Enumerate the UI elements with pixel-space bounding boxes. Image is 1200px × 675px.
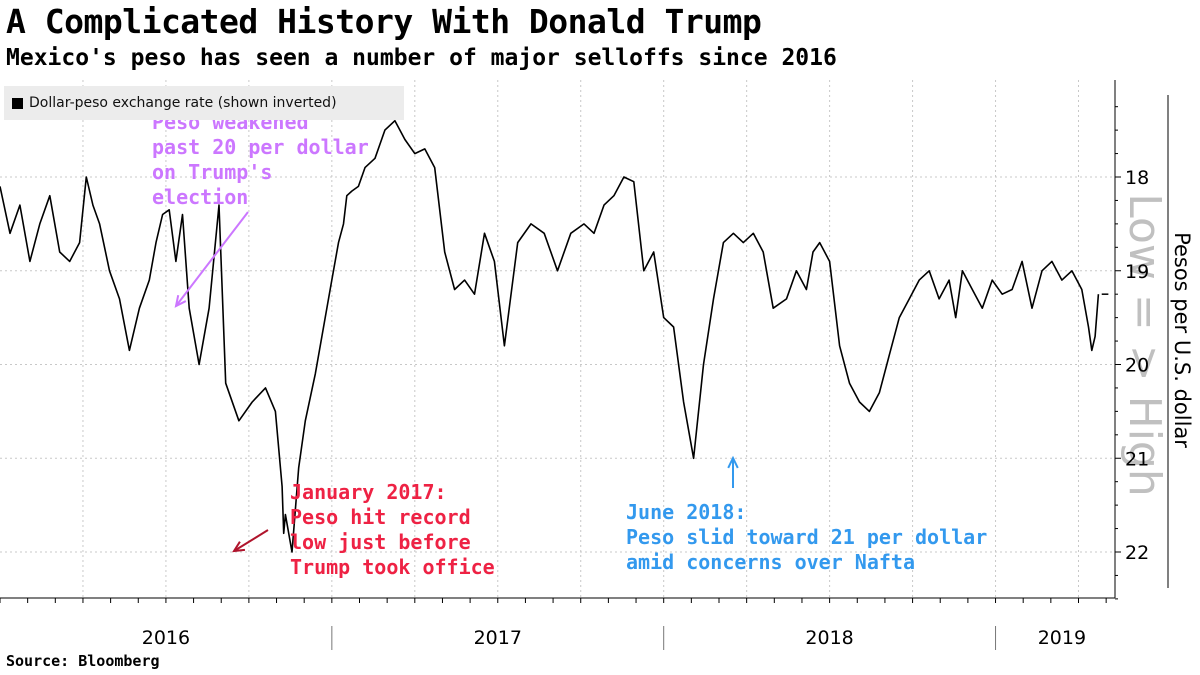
annotation-jan2017-line: low just before [290,530,471,554]
chart-subtitle: Mexico's peso has seen a number of major… [6,45,837,71]
x-year-label: 2016 [142,627,190,649]
annotation-nov2016-line: past 20 per dollar [152,135,369,159]
annotation-jun2018-line: Peso slid toward 21 per dollar [626,525,987,549]
x-year-label: 2019 [1038,627,1086,649]
annotation-nov2016-line: on Trump's [152,160,272,184]
arrow-jan2017-shaft [233,529,269,552]
y-tick-label: 18 [1125,167,1149,189]
arrow-nov2016-head [174,295,187,308]
legend-label: Dollar-peso exchange rate (shown inverte… [29,95,337,111]
y-axis-title: Pesos per U.S. dollar [1170,232,1194,448]
y-tick-label: 21 [1125,448,1149,470]
series-line-usd-mxn [0,119,1100,553]
arrow-jun2018-head [727,455,739,469]
y-tick-label: 22 [1125,542,1149,564]
legend-swatch-icon [12,97,23,109]
arrow-nov2016-shaft [175,211,249,307]
chart-title: A Complicated History With Donald Trump [6,2,762,41]
annotation-jun2018-line: June 2018: [626,500,746,524]
annotation-jan2017-line: January 2017: [290,480,447,504]
y-tick-label: 20 [1125,355,1149,377]
x-year-label: 2018 [805,627,853,649]
annotation-jan2017-line: Peso hit record [290,505,471,529]
x-year-label: 2017 [474,627,522,649]
watermark-low-high: Low = > High [1119,193,1170,496]
annotation-nov2016-line: election [152,185,248,209]
annotation-jan2017-line: Trump took office [290,555,495,579]
arrow-jan2017-head [232,541,246,553]
source-note: Source: Bloomberg [6,652,160,670]
annotation-jun2018-line: amid concerns over Nafta [626,550,915,574]
y-tick-label: 19 [1125,261,1149,283]
legend: Dollar-peso exchange rate (shown inverte… [4,86,404,120]
